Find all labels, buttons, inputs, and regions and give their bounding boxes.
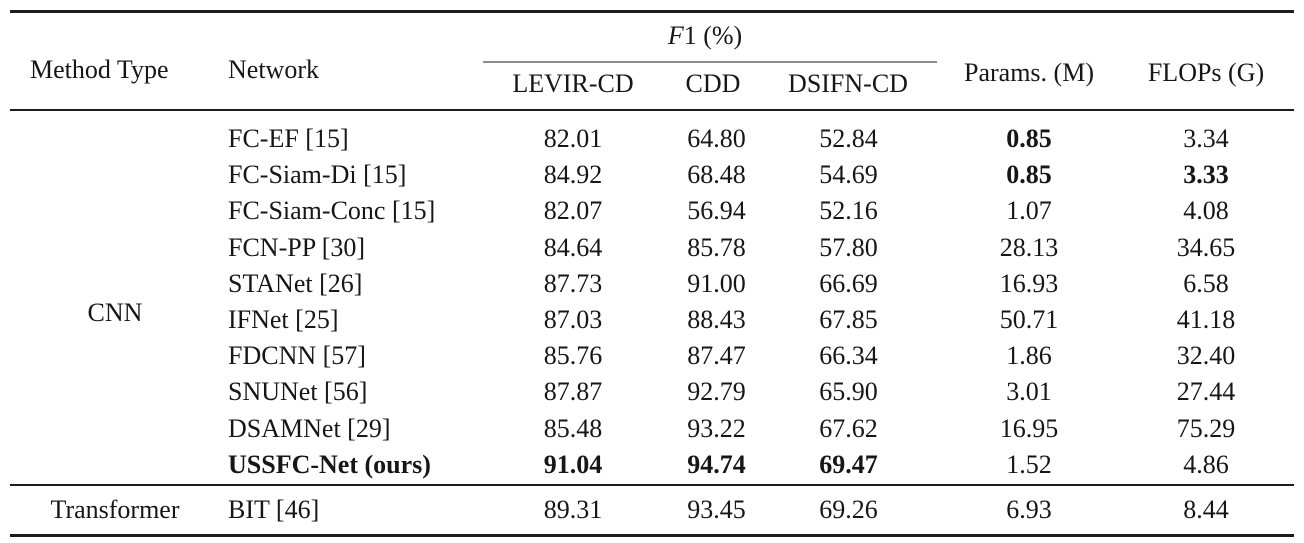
cell-dsifn-cd: 66.34 (819, 341, 878, 371)
cell-flops: 3.34 (1183, 124, 1229, 154)
cell-flops: 34.65 (1176, 232, 1236, 262)
cell-params: 28.13 (999, 232, 1059, 262)
cell-network: FC-EF [15] (228, 124, 349, 154)
cell-params: 0.85 (1006, 124, 1052, 154)
cell-flops: 41.18 (1176, 305, 1236, 335)
column-header-levir-cd: LEVIR-CD (512, 69, 634, 98)
cell-cdd: 93.45 (687, 495, 746, 524)
table-header-rule (10, 109, 1294, 111)
cell-flops: 4.86 (1183, 449, 1229, 479)
cell-network: BIT [46] (228, 495, 320, 524)
f1-group-underline (483, 61, 937, 63)
cell-cdd: 56.94 (687, 196, 746, 226)
cell-levir-cd: 84.92 (543, 160, 603, 190)
cell-cdd: 68.48 (687, 160, 746, 190)
cell-levir-cd: 87.73 (543, 268, 603, 298)
cell-dsifn-cd: 52.16 (819, 196, 878, 226)
table-row: FC-Siam-Conc [15] 82.07 56.94 52.16 1.07… (10, 193, 1294, 229)
table-bottom-rule (10, 534, 1294, 537)
group-label-transformer: Transformer (50, 495, 180, 524)
cell-params: 1.07 (1006, 196, 1052, 226)
cell-flops: 3.33 (1183, 160, 1229, 190)
group-label-cnn: CNN (87, 298, 143, 327)
f1-italic-part: F (667, 21, 684, 50)
column-group-header-f1: F1 (%) (668, 21, 742, 51)
table-row: IFNet [25] 87.03 88.43 67.85 50.71 41.18 (10, 302, 1294, 338)
cell-params: 16.95 (999, 413, 1059, 443)
cell-cdd: 93.22 (687, 413, 746, 443)
cell-dsifn-cd: 69.26 (819, 495, 878, 524)
cell-levir-cd: 89.31 (543, 495, 603, 524)
cell-params: 16.93 (999, 268, 1059, 298)
column-header-dsifn-cd: DSIFN-CD (788, 69, 908, 98)
cell-dsifn-cd: 52.84 (819, 124, 878, 154)
cell-cdd: 64.80 (687, 124, 746, 154)
cell-network: FC-Siam-Conc [15] (228, 196, 436, 226)
cell-cdd: 87.47 (687, 341, 746, 371)
column-header-cdd: CDD (685, 69, 741, 98)
table-row: FC-EF [15] 82.01 64.80 52.84 0.85 3.34 (10, 121, 1294, 157)
table-row: BIT [46] 89.31 93.45 69.26 6.93 8.44 (10, 486, 1294, 534)
cell-levir-cd: 85.76 (543, 341, 603, 371)
cell-levir-cd: 91.04 (543, 449, 603, 479)
cell-levir-cd: 85.48 (543, 413, 603, 443)
cell-dsifn-cd: 57.80 (819, 232, 878, 262)
table-group-separator-rule (10, 484, 1294, 486)
table-row: SNUNet [56] 87.87 92.79 65.90 3.01 27.44 (10, 374, 1294, 410)
cell-flops: 32.40 (1176, 341, 1236, 371)
cell-network: DSAMNet [29] (228, 413, 391, 443)
cell-params: 1.86 (1006, 341, 1052, 371)
cell-flops: 4.08 (1183, 196, 1229, 226)
cell-cdd: 94.74 (687, 449, 746, 479)
cell-network: FDCNN [57] (228, 341, 366, 371)
cell-params: 6.93 (1006, 495, 1052, 524)
cell-cdd: 88.43 (687, 305, 746, 335)
cell-levir-cd: 87.03 (543, 305, 603, 335)
cell-dsifn-cd: 54.69 (819, 160, 878, 190)
cell-network: IFNet [25] (228, 305, 339, 335)
cell-dsifn-cd: 67.62 (819, 413, 878, 443)
cell-network: SNUNet [56] (228, 377, 368, 407)
column-header-params: Params. (M) (964, 58, 1094, 87)
cell-network: STANet [26] (228, 268, 363, 298)
cell-network: FCN-PP [30] (228, 232, 366, 262)
cell-params: 3.01 (1006, 377, 1052, 407)
cell-levir-cd: 82.01 (543, 124, 603, 154)
f1-rest-part: 1 (%) (683, 21, 743, 50)
cell-flops: 6.58 (1183, 268, 1229, 298)
cell-cdd: 91.00 (687, 268, 746, 298)
table-row: DSAMNet [29] 85.48 93.22 67.62 16.95 75.… (10, 411, 1294, 447)
cell-cdd: 92.79 (687, 377, 746, 407)
cell-params: 50.71 (999, 305, 1059, 335)
table-row: FDCNN [57] 85.76 87.47 66.34 1.86 32.40 (10, 338, 1294, 374)
table-body-cnn: FC-EF [15] 82.01 64.80 52.84 0.85 3.34 F… (10, 114, 1294, 483)
table-row: FC-Siam-Di [15] 84.92 68.48 54.69 0.85 3… (10, 157, 1294, 193)
cell-network: USSFC-Net (ours) (228, 449, 431, 479)
cell-params: 0.85 (1006, 160, 1052, 190)
cell-cdd: 85.78 (687, 232, 746, 262)
cell-params: 1.52 (1006, 449, 1052, 479)
table-top-rule (10, 10, 1294, 13)
cell-flops: 75.29 (1176, 413, 1236, 443)
column-header-flops: FLOPs (G) (1147, 58, 1265, 87)
cell-network: FC-Siam-Di [15] (228, 160, 407, 190)
cell-dsifn-cd: 67.85 (819, 305, 878, 335)
cell-flops: 8.44 (1183, 495, 1229, 524)
cell-levir-cd: 82.07 (543, 196, 603, 226)
table-row: STANet [26] 87.73 91.00 66.69 16.93 6.58 (10, 266, 1294, 302)
table-row-ours: USSFC-Net (ours) 91.04 94.74 69.47 1.52 … (10, 447, 1294, 483)
column-header-method-type: Method Type (30, 55, 169, 84)
cell-levir-cd: 87.87 (543, 377, 603, 407)
cell-dsifn-cd: 66.69 (819, 268, 878, 298)
cell-dsifn-cd: 69.47 (819, 449, 878, 479)
cell-levir-cd: 84.64 (543, 232, 603, 262)
cell-dsifn-cd: 65.90 (819, 377, 878, 407)
cell-flops: 27.44 (1176, 377, 1236, 407)
table-row: FCN-PP [30] 84.64 85.78 57.80 28.13 34.6… (10, 230, 1294, 266)
column-header-network: Network (228, 55, 319, 84)
